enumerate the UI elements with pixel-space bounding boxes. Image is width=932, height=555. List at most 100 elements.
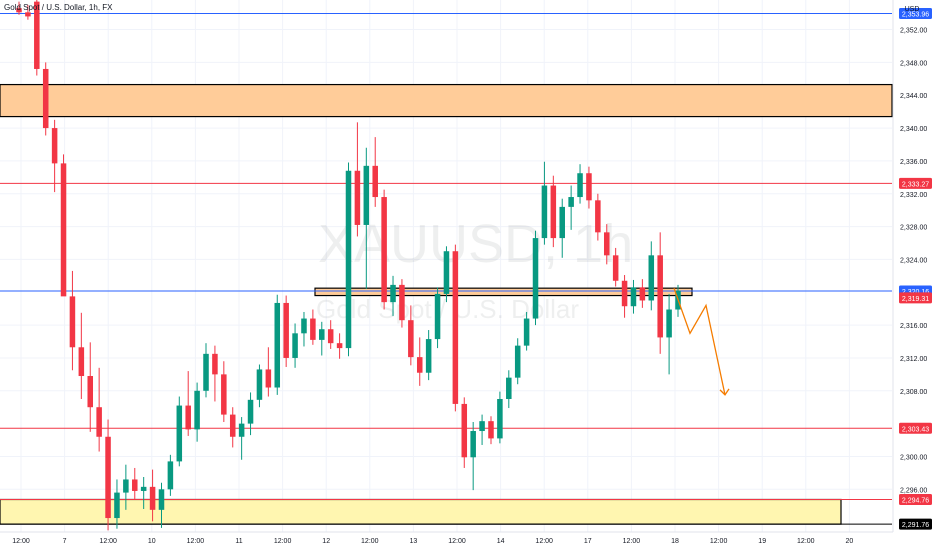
candle [434, 287, 441, 349]
time-tick-label: 12:00 [99, 538, 117, 545]
zone-box[interactable] [314, 287, 693, 297]
candle-body [292, 333, 298, 358]
candle [319, 321, 325, 356]
watermark-symbol: XAUUSD, 1h [318, 214, 633, 274]
price-label-badge[interactable]: 2,333.27 [899, 177, 932, 189]
candle-body [78, 347, 85, 377]
candle-body [612, 255, 619, 281]
candle [550, 175, 557, 248]
price-tick-label: 2,328.00 [900, 225, 927, 232]
projection-line[interactable] [673, 287, 726, 396]
candle [363, 147, 370, 289]
candle-body [372, 165, 378, 198]
candle [461, 397, 468, 468]
support-resistance-zones[interactable] [0, 83, 893, 525]
time-axis-bg [0, 532, 893, 550]
time-tick-label: 18 [671, 538, 679, 545]
candle-body [666, 309, 672, 338]
candle-body [319, 329, 325, 340]
candle [212, 345, 218, 402]
candle-body [221, 374, 227, 415]
candle-body [488, 421, 494, 439]
candle [595, 193, 601, 241]
price-label-badge[interactable]: 2,294.76 [899, 493, 932, 505]
candle-body [603, 232, 610, 256]
candle-body [461, 403, 468, 458]
candle-body [167, 461, 174, 490]
candle-body [238, 423, 245, 437]
candle-body [265, 369, 272, 388]
watermark-description: Gold Spot / U.S. Dollar [316, 294, 579, 324]
candle-body [256, 369, 263, 400]
candle-body [399, 284, 405, 321]
symbol-title[interactable]: Gold Spot / U.S. Dollar, 1h, FX [4, 3, 113, 12]
candle-body [354, 170, 361, 225]
candle [301, 311, 307, 347]
candle [42, 62, 49, 136]
candle [381, 189, 387, 310]
candle-body [123, 479, 129, 493]
time-axis[interactable]: 12:00 7 12:00 10 12:00 11 12:00 12 12:00 13 12:00 1… [0, 531, 893, 550]
candle [51, 119, 58, 193]
candle-body [60, 163, 67, 297]
candle [238, 417, 245, 460]
candle-body [586, 173, 592, 201]
candles [16, 0, 681, 531]
candle [256, 364, 263, 408]
candle [327, 320, 334, 349]
candle-body [630, 287, 637, 307]
projection-path[interactable] [673, 287, 730, 396]
candle-body [203, 353, 209, 391]
candle-body [523, 318, 530, 346]
zone-box[interactable] [0, 83, 893, 118]
candle [408, 305, 414, 366]
candle [69, 270, 76, 371]
candle [399, 279, 405, 328]
price-label-badge[interactable]: 2,303.43 [899, 422, 932, 434]
candle [60, 154, 67, 297]
candle [523, 311, 530, 351]
candle [416, 337, 423, 386]
candle [666, 293, 672, 375]
candle-body [390, 284, 396, 303]
candle [506, 370, 512, 409]
price-tick-label: 2,316.00 [900, 323, 927, 330]
projection-arrowhead [719, 388, 730, 396]
candle [372, 137, 378, 207]
price-label-badge[interactable]: 2,319.31 [899, 292, 932, 304]
candle-body [416, 357, 423, 373]
candle-body [25, 12, 31, 17]
candle-body [212, 353, 218, 375]
candle-body [283, 302, 289, 358]
price-axis[interactable]: 2,352.00 2,348.00 2,344.00 2,340.00 2,336.00… [892, 0, 932, 550]
price-tick-label: 2,308.00 [900, 389, 927, 396]
candle-body [648, 255, 655, 301]
candle [229, 407, 236, 448]
price-label-badge[interactable]: 2,353.96 [899, 7, 932, 19]
candle-body [301, 318, 307, 334]
candle [221, 361, 227, 422]
time-tick-label: 11 [235, 538, 242, 545]
candle [532, 230, 539, 326]
candle [16, 1, 22, 15]
price-tick-label: 2,340.00 [900, 126, 927, 133]
candle [140, 476, 147, 510]
candle-body [506, 377, 512, 399]
candle [541, 161, 548, 245]
candle-body [425, 339, 432, 373]
candle [203, 343, 209, 398]
time-tick-label: 12:00 [623, 538, 641, 545]
candle [497, 391, 503, 444]
candle [292, 323, 298, 368]
price-label-text: 2,333.27 [902, 181, 929, 188]
candle-body [132, 479, 138, 491]
candle-body [51, 128, 58, 164]
price-label-badge[interactable]: 2,291.76 [899, 518, 932, 530]
candle [185, 371, 191, 436]
currency-label: USD [904, 6, 920, 13]
time-tick-label: 13 [410, 538, 418, 545]
candle-body [532, 238, 539, 319]
candle [194, 382, 200, 442]
